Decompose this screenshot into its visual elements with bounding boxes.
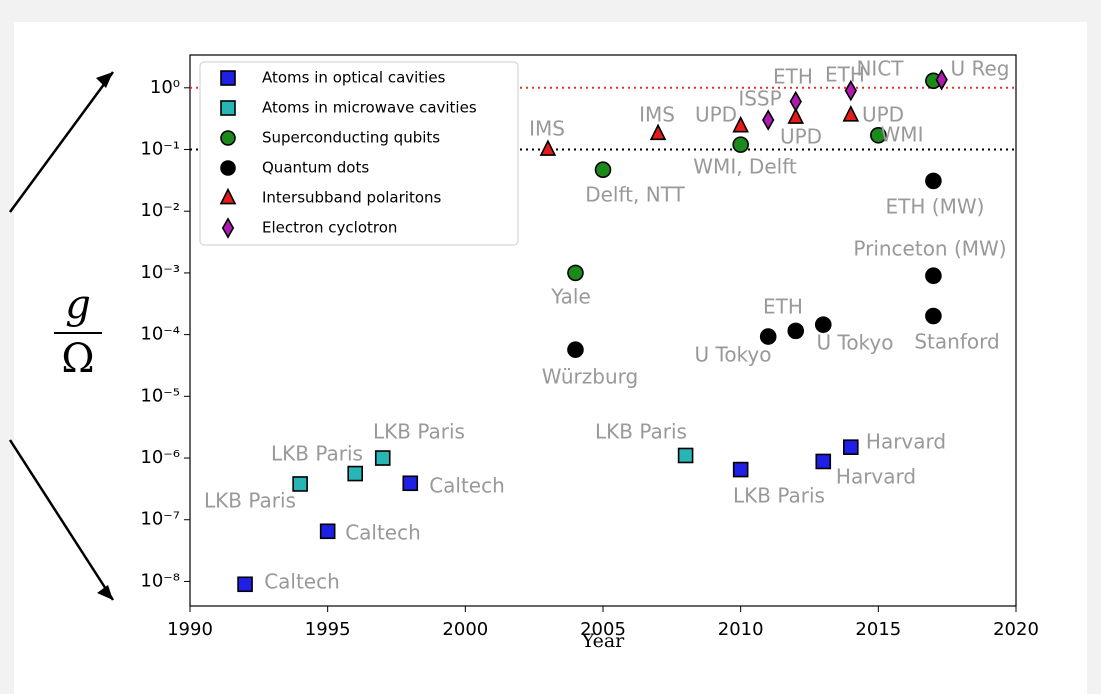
annotation: IMS	[639, 103, 675, 127]
annotation: Caltech	[264, 570, 340, 594]
legend-label: Quantum dots	[262, 159, 369, 177]
marker	[347, 465, 364, 482]
legend-label: Superconducting qubits	[262, 129, 440, 147]
arrow	[8, 71, 115, 213]
arrow-head	[97, 585, 113, 600]
x-tick-label: 2020	[993, 619, 1039, 640]
annotation: LKB Paris	[204, 489, 296, 513]
marker	[787, 107, 805, 124]
annotation: Harvard	[836, 465, 916, 489]
marker	[220, 70, 236, 86]
annotation: U Tokyo	[695, 343, 772, 367]
marker	[789, 90, 802, 113]
marker	[814, 316, 832, 333]
y-tick-label: 10⁻⁵	[140, 385, 180, 406]
y-label-numerator: g	[65, 282, 91, 328]
y-tick-label: 10⁻²	[140, 200, 180, 221]
x-tick-label: 1995	[305, 619, 351, 640]
legend-label: Atoms in microwave cavities	[262, 99, 477, 117]
marker	[567, 264, 584, 282]
marker	[539, 139, 557, 156]
y-tick-label: 10⁻⁶	[140, 447, 180, 468]
marker	[220, 100, 236, 116]
annotation: ETH	[773, 65, 813, 89]
y-tick-label: 10⁻¹	[140, 139, 180, 160]
marker	[759, 328, 777, 345]
marker	[402, 475, 419, 492]
arrow-head	[96, 72, 113, 88]
marker	[732, 461, 749, 478]
y-tick-label: 10⁻⁴	[140, 324, 180, 345]
y-tick-label: 10⁻⁷	[140, 509, 180, 530]
x-tick-label: 2010	[718, 619, 764, 640]
marker	[649, 123, 667, 141]
annotation: LKB Paris	[595, 420, 687, 444]
marker	[319, 523, 336, 540]
panel	[14, 22, 1087, 694]
annotation: WMI	[881, 123, 924, 147]
marker	[925, 172, 942, 190]
marker	[787, 322, 805, 340]
marker	[292, 476, 308, 492]
y-tick-label: 10⁰	[150, 77, 180, 98]
y-tick-label: 10⁻⁸	[140, 570, 180, 591]
x-tick-label: 1990	[167, 619, 213, 640]
arrow	[8, 439, 115, 601]
x-axis-label: Year	[581, 630, 625, 652]
x-tick-label: 2000	[442, 619, 488, 640]
annotation: ETH	[763, 295, 803, 319]
marker	[925, 267, 942, 285]
annotation: UPD	[862, 103, 904, 127]
marker	[842, 104, 860, 122]
annotation: Caltech	[429, 474, 505, 498]
annotation: UPD	[695, 103, 737, 127]
marker	[925, 307, 942, 325]
annotation: ETH	[825, 63, 865, 87]
marker	[220, 130, 236, 146]
marker	[762, 109, 775, 131]
legend-label: Electron cyclotron	[262, 219, 397, 237]
marker	[844, 79, 857, 102]
legend-label: Intersubband polaritons	[262, 189, 442, 207]
marker	[220, 160, 236, 176]
x-tick-label: 2005	[580, 619, 626, 640]
x-tick-label: 2015	[855, 619, 901, 640]
annotation: LKB Paris	[271, 442, 363, 466]
annotation: UPD	[780, 125, 822, 149]
annotation: U Tokyo	[817, 331, 894, 355]
marker	[732, 136, 749, 153]
annotation: Princeton (MW)	[853, 237, 1006, 261]
legend-label: Atoms in optical cavities	[262, 69, 446, 87]
marker	[219, 187, 237, 205]
y-label-denominator: Ω	[61, 336, 94, 382]
marker	[870, 126, 887, 144]
annotation: U Reg	[951, 57, 1010, 81]
marker	[842, 439, 859, 455]
marker	[594, 161, 612, 179]
annotation: Stanford	[914, 330, 999, 354]
annotation: LKB Paris	[733, 484, 825, 508]
annotation: Caltech	[345, 521, 421, 545]
annotation: ISSP	[738, 87, 781, 111]
annotation: IMS	[529, 117, 565, 141]
annotation: WMI, Delft	[693, 155, 797, 179]
annotation: NICT	[856, 57, 904, 81]
legend	[199, 61, 519, 246]
marker	[732, 115, 749, 133]
annotation: Würzburg	[542, 365, 638, 389]
marker	[374, 450, 391, 466]
marker	[221, 217, 235, 239]
marker	[567, 341, 584, 358]
annotation: Delft, NTT	[585, 183, 685, 207]
marker	[237, 576, 253, 593]
annotation: Harvard	[866, 430, 946, 454]
marker	[677, 447, 694, 464]
annotation: LKB Paris	[373, 420, 465, 444]
annotation: ETH (MW)	[886, 195, 985, 219]
y-tick-label: 10⁻³	[140, 262, 180, 283]
annotation: Yale	[550, 285, 591, 309]
marker	[815, 453, 832, 470]
marker	[935, 69, 948, 91]
